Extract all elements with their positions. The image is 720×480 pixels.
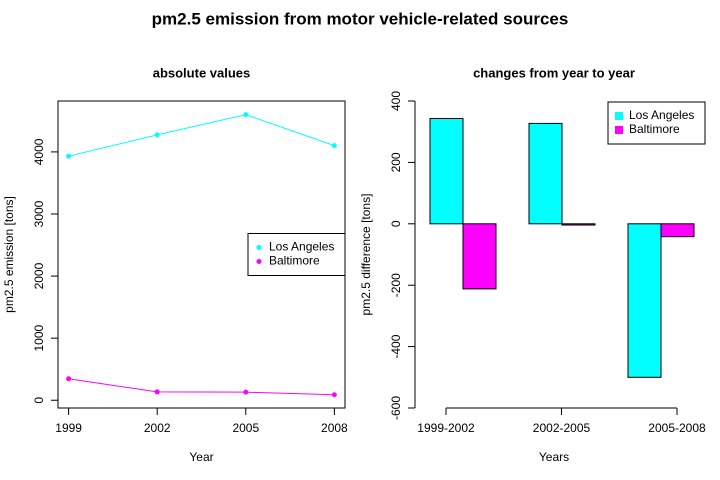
y-tick-label: -600 [389,396,403,420]
x-tick-label: 2002 [144,421,171,435]
y-axis-label: pm2.5 difference [tons] [359,194,373,316]
legend-marker [615,112,623,120]
data-point [154,389,160,395]
x-tick-label: 2005-2008 [648,421,706,435]
x-tick-label: 2005 [232,421,259,435]
panel-title: changes from year to year [473,65,635,80]
y-tick-label: 200 [389,152,403,172]
legend-label: Los Angeles [269,240,334,254]
data-point [66,153,72,159]
legend-label: Baltimore [629,122,680,136]
y-tick-label: 2000 [32,262,46,289]
legend-marker [615,126,623,134]
x-tick-label: 2002-2005 [533,421,591,435]
panel-title: absolute values [153,65,251,80]
data-point [331,143,337,149]
bar [429,117,464,225]
x-axis-label: Years [539,450,569,464]
series-line [68,114,335,157]
data-point [243,389,249,395]
y-tick-label: -400 [389,334,403,358]
bar [462,223,497,290]
y-tick-label: 0 [389,220,403,227]
y-axis-label: pm2.5 emission [tons] [2,196,16,313]
figure-title: pm2.5 emission from motor vehicle-relate… [152,9,569,28]
legend-box [247,233,346,276]
y-tick-label: 400 [389,91,403,111]
y-tick-label: 4000 [32,138,46,165]
data-point [154,132,160,138]
bar [561,223,596,226]
y-tick-label: 1000 [32,324,46,351]
data-point [66,376,72,382]
x-tick-label: 1999-2002 [417,421,475,435]
y-tick-label: -200 [389,273,403,297]
x-tick-label: 2008 [321,421,348,435]
legend-marker [256,259,262,264]
bar [528,122,563,225]
data-point [243,112,249,118]
legend-label: Los Angeles [629,108,694,122]
bar [627,223,662,378]
bar [660,223,695,238]
series-line [68,378,335,396]
data-point [331,392,337,398]
x-tick-label: 1999 [55,421,82,435]
y-tick-label: 0 [32,397,46,404]
legend-box [607,101,706,145]
legend-marker [256,245,262,250]
y-tick-label: 3000 [32,200,46,227]
legend-label: Baltimore [269,254,320,268]
x-axis-label: Year [189,450,213,464]
